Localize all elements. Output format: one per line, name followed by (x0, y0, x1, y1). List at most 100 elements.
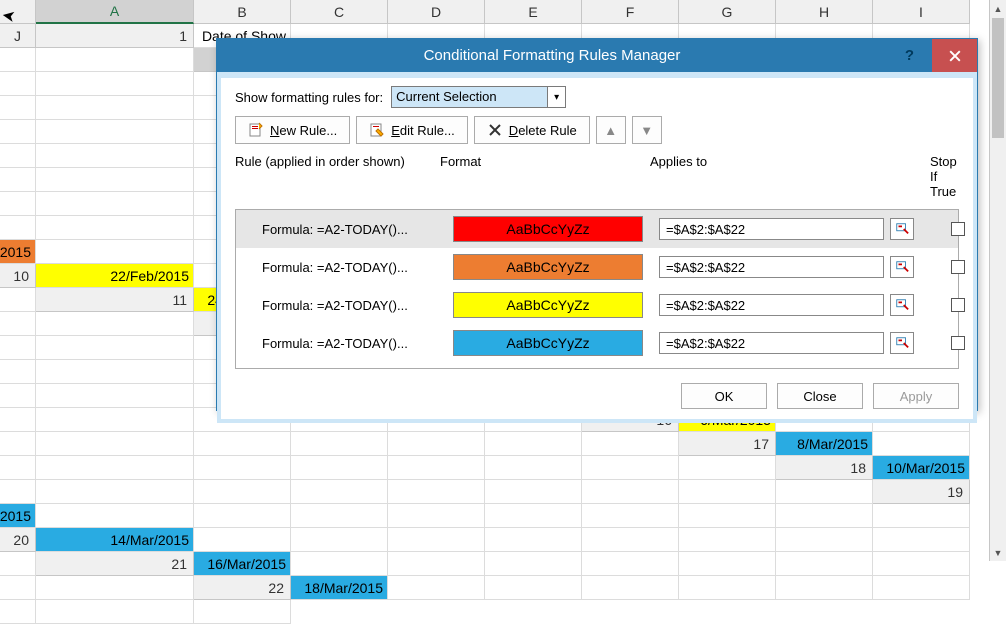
cell[interactable] (0, 600, 36, 624)
cell[interactable] (36, 600, 194, 624)
cell[interactable] (0, 432, 36, 456)
column-header[interactable]: G (679, 0, 776, 24)
cell[interactable] (582, 504, 679, 528)
vertical-scrollbar[interactable]: ▲ ▼ (989, 0, 1006, 561)
cell[interactable] (194, 480, 291, 504)
cell[interactable] (194, 600, 291, 624)
range-picker-button[interactable] (890, 332, 914, 354)
cell[interactable] (873, 432, 970, 456)
stop-if-true-checkbox[interactable] (951, 222, 965, 236)
row-header[interactable]: 19 (873, 480, 970, 504)
rules-list[interactable]: Formula: =A2-TODAY()...AaBbCcYyZz=$A$2:$… (235, 209, 959, 369)
stop-if-true-checkbox[interactable] (951, 260, 965, 274)
cell[interactable] (194, 528, 291, 552)
delete-rule-button[interactable]: Delete Rule (474, 116, 590, 144)
cell[interactable] (485, 528, 582, 552)
column-header[interactable]: B (194, 0, 291, 24)
move-up-button[interactable]: ▲ (596, 116, 626, 144)
cell[interactable] (485, 576, 582, 600)
cell[interactable] (776, 480, 873, 504)
cell[interactable] (873, 528, 970, 552)
cell[interactable] (291, 480, 388, 504)
dialog-titlebar[interactable]: Conditional Formatting Rules Manager ? (217, 39, 977, 72)
cell[interactable] (36, 312, 194, 336)
column-header[interactable]: I (873, 0, 970, 24)
cell[interactable] (0, 360, 36, 384)
cell[interactable] (679, 576, 776, 600)
cell[interactable] (36, 240, 194, 264)
column-header[interactable]: C (291, 0, 388, 24)
cell[interactable] (0, 96, 36, 120)
column-header[interactable]: J (0, 24, 36, 48)
row-header[interactable]: 1 (36, 24, 194, 48)
cell[interactable]: 10/Mar/2015 (873, 456, 970, 480)
cell[interactable] (679, 480, 776, 504)
cell[interactable] (0, 144, 36, 168)
cell[interactable] (582, 480, 679, 504)
stop-if-true-checkbox[interactable] (951, 298, 965, 312)
row-header[interactable]: 10 (0, 264, 36, 288)
applies-to-input[interactable]: =$A$2:$A$22 (659, 294, 884, 316)
cell[interactable] (388, 432, 485, 456)
cell[interactable] (873, 552, 970, 576)
cell[interactable] (36, 384, 194, 408)
cell[interactable]: 8/Mar/2015 (776, 432, 873, 456)
cell[interactable] (0, 384, 36, 408)
cell[interactable] (0, 288, 36, 312)
row-header[interactable]: 18 (776, 456, 873, 480)
close-dialog-button[interactable]: Close (777, 383, 863, 409)
cell[interactable] (776, 504, 873, 528)
rule-row[interactable]: Formula: =A2-TODAY()...AaBbCcYyZz=$A$2:$… (236, 210, 958, 248)
cell[interactable] (194, 456, 291, 480)
cell[interactable] (776, 576, 873, 600)
rule-row[interactable]: Formula: =A2-TODAY()...AaBbCcYyZz=$A$2:$… (236, 324, 958, 362)
cell[interactable] (291, 504, 388, 528)
cell[interactable] (0, 216, 36, 240)
scroll-thumb[interactable] (992, 18, 1004, 138)
cell[interactable] (36, 48, 194, 72)
cell[interactable] (485, 504, 582, 528)
applies-to-input[interactable]: =$A$2:$A$22 (659, 332, 884, 354)
rule-row[interactable]: Formula: =A2-TODAY()...AaBbCcYyZz=$A$2:$… (236, 286, 958, 324)
cell[interactable] (194, 432, 291, 456)
cell[interactable]: 22/Feb/2015 (36, 264, 194, 288)
applies-to-input[interactable]: =$A$2:$A$22 (659, 256, 884, 278)
cell[interactable]: 20/Feb/2015 (0, 240, 36, 264)
cell[interactable] (582, 576, 679, 600)
cell[interactable] (36, 144, 194, 168)
cell[interactable]: 18/Mar/2015 (291, 576, 388, 600)
cell[interactable] (679, 528, 776, 552)
cell[interactable] (36, 168, 194, 192)
chevron-down-icon[interactable]: ▾ (547, 87, 565, 107)
new-rule-button[interactable]: New Rule... (235, 116, 350, 144)
cell[interactable] (485, 456, 582, 480)
cell[interactable] (36, 120, 194, 144)
cell[interactable]: 16/Mar/2015 (194, 552, 291, 576)
cell[interactable] (485, 552, 582, 576)
cell[interactable] (0, 72, 36, 96)
cell[interactable] (0, 312, 36, 336)
cell[interactable] (582, 552, 679, 576)
rule-row[interactable]: Formula: =A2-TODAY()...AaBbCcYyZz=$A$2:$… (236, 248, 958, 286)
cell[interactable] (388, 456, 485, 480)
range-picker-button[interactable] (890, 218, 914, 240)
row-header[interactable]: 11 (36, 288, 194, 312)
cell[interactable] (291, 552, 388, 576)
scroll-up-icon[interactable]: ▲ (990, 0, 1006, 17)
cell[interactable] (36, 216, 194, 240)
cell[interactable] (388, 504, 485, 528)
cell[interactable] (679, 456, 776, 480)
cell[interactable] (776, 528, 873, 552)
cell[interactable] (36, 480, 194, 504)
range-picker-button[interactable] (890, 256, 914, 278)
row-header[interactable]: 17 (679, 432, 776, 456)
cell[interactable]: 14/Mar/2015 (36, 528, 194, 552)
rules-for-combo[interactable]: Current Selection ▾ (391, 86, 566, 108)
cell[interactable] (388, 552, 485, 576)
cell[interactable] (291, 528, 388, 552)
edit-rule-button[interactable]: Edit Rule... (356, 116, 468, 144)
column-header[interactable]: A (36, 0, 194, 24)
cell[interactable] (0, 168, 36, 192)
column-header[interactable]: E (485, 0, 582, 24)
cell[interactable] (0, 480, 36, 504)
